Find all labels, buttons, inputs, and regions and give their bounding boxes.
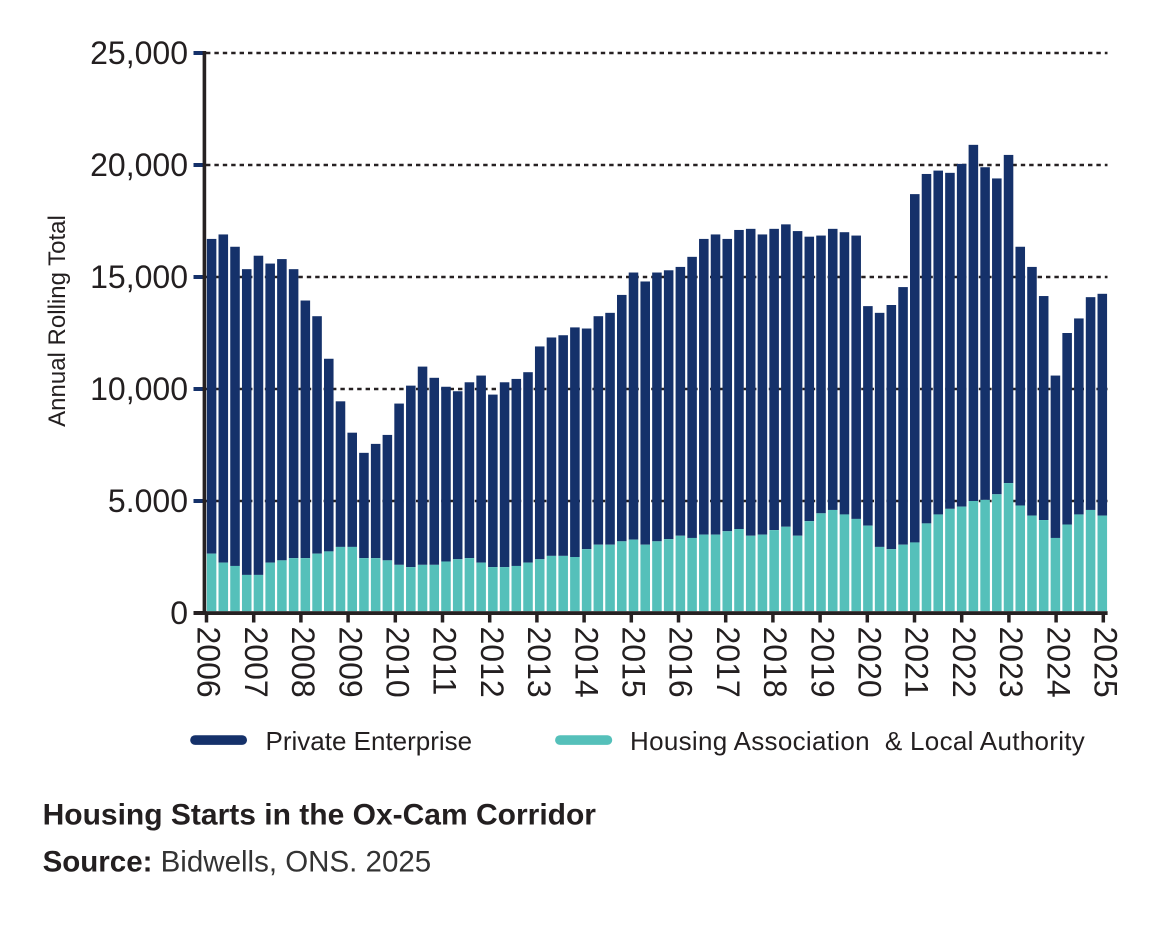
svg-text:2019: 2019 bbox=[804, 627, 840, 698]
svg-text:2015: 2015 bbox=[616, 627, 652, 698]
svg-text:2008: 2008 bbox=[285, 627, 321, 698]
svg-text:5.000: 5.000 bbox=[108, 483, 188, 519]
svg-text:2006: 2006 bbox=[191, 627, 227, 698]
svg-text:2023: 2023 bbox=[993, 627, 1029, 698]
svg-text:2007: 2007 bbox=[238, 627, 274, 698]
svg-text:2020: 2020 bbox=[852, 627, 888, 698]
svg-text:2011: 2011 bbox=[427, 627, 463, 696]
svg-text:2009: 2009 bbox=[332, 627, 368, 698]
svg-text:2022: 2022 bbox=[946, 627, 982, 698]
svg-text:25,000: 25,000 bbox=[90, 35, 188, 71]
svg-text:Housing Association & Local A: Housing Association & Local Authority bbox=[630, 726, 1085, 756]
svg-text:10,000: 10,000 bbox=[90, 371, 188, 407]
svg-text:Annual Rolling Total: Annual Rolling Total bbox=[44, 215, 71, 427]
svg-text:2018: 2018 bbox=[757, 627, 793, 698]
svg-text:2014: 2014 bbox=[568, 627, 604, 698]
svg-text:Housing Starts in the Ox-Cam C: Housing Starts in the Ox-Cam Corridor bbox=[43, 799, 597, 832]
svg-text:2017: 2017 bbox=[710, 627, 746, 698]
svg-text:0: 0 bbox=[170, 595, 188, 631]
svg-text:2013: 2013 bbox=[521, 627, 557, 698]
svg-text:15,000: 15,000 bbox=[90, 259, 188, 295]
svg-text:2012: 2012 bbox=[474, 627, 510, 698]
svg-text:2025: 2025 bbox=[1088, 627, 1124, 698]
svg-text:20,000: 20,000 bbox=[90, 147, 188, 183]
svg-text:Source: Bidwells, ONS. 2025: Source: Bidwells, ONS. 2025 bbox=[43, 845, 432, 878]
svg-text:2021: 2021 bbox=[899, 627, 935, 698]
svg-text:2010: 2010 bbox=[380, 627, 416, 698]
svg-text:2024: 2024 bbox=[1040, 627, 1076, 698]
svg-text:2016: 2016 bbox=[663, 627, 699, 698]
svg-text:Private Enterprise: Private Enterprise bbox=[266, 726, 473, 756]
